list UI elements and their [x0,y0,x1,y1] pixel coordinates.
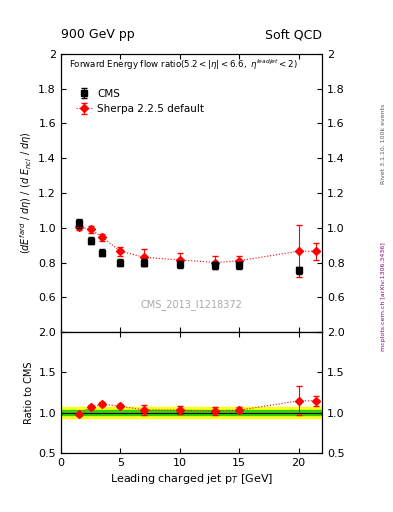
Y-axis label: $(dE^{fard}\ /\ d\eta)\ /\ (d\ E_{ncl}\ /\ d\eta)$: $(dE^{fard}\ /\ d\eta)\ /\ (d\ E_{ncl}\ … [18,132,34,254]
Text: Rivet 3.1.10, 100k events: Rivet 3.1.10, 100k events [381,103,386,183]
Legend: CMS, Sherpa 2.2.5 default: CMS, Sherpa 2.2.5 default [74,87,206,116]
Text: Forward Energy flow ratio$(5.2 < |\eta| < 6.6,\ \eta^{leadjet} < 2)$: Forward Energy flow ratio$(5.2 < |\eta| … [69,58,298,72]
Text: mcplots.cern.ch [arXiv:1306.3436]: mcplots.cern.ch [arXiv:1306.3436] [381,243,386,351]
Bar [61,410,322,415]
Bar [61,407,322,418]
Text: 900 GeV pp: 900 GeV pp [61,28,134,41]
Text: CMS_2013_I1218372: CMS_2013_I1218372 [141,299,242,310]
Text: Soft QCD: Soft QCD [265,28,322,41]
Y-axis label: Ratio to CMS: Ratio to CMS [24,361,34,424]
X-axis label: Leading charged jet p$_{T}$ [GeV]: Leading charged jet p$_{T}$ [GeV] [110,472,273,486]
